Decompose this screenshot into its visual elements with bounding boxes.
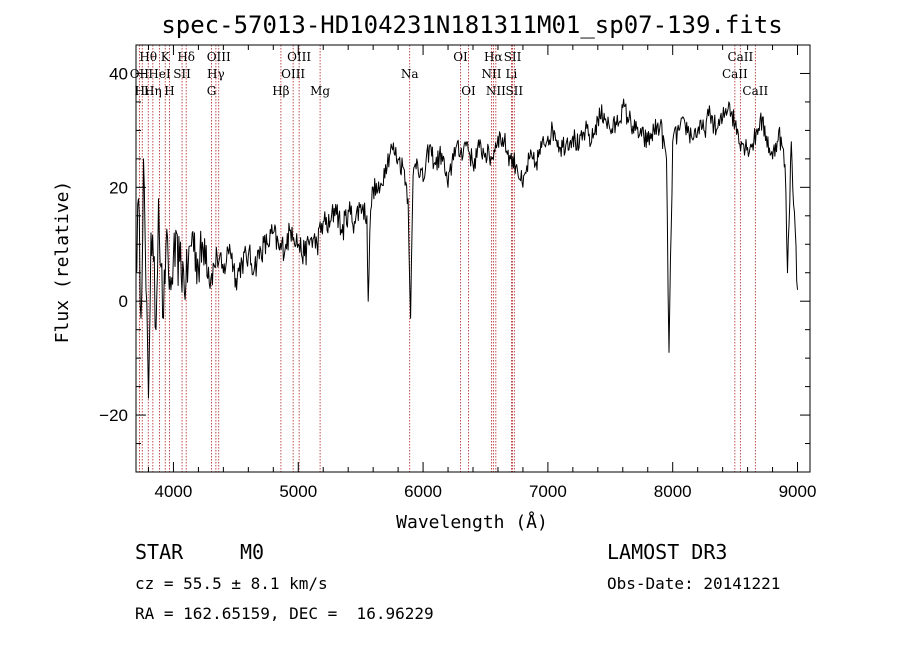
spectral-line-label: CaII	[742, 84, 768, 98]
x-tick-label: 8000	[654, 482, 692, 501]
y-tick-label: 0	[119, 292, 128, 311]
x-tick-label: 7000	[529, 482, 567, 501]
spectral-line-label: OI	[461, 84, 476, 98]
spectral-line-label: Hι	[135, 84, 150, 98]
object-class: STAR	[135, 540, 184, 564]
spectral-line-label: Hγ	[207, 67, 225, 81]
coordinates-text: RA = 162.65159, DEC = 16.96229	[135, 604, 434, 623]
x-tick-label: 9000	[779, 482, 817, 501]
spectrum-series-line	[135, 98, 798, 399]
spectral-line-label: H	[164, 84, 174, 98]
series-layer	[135, 98, 798, 399]
object-subclass: M0	[240, 540, 265, 564]
spectral-line-label: OI	[453, 50, 468, 64]
spectral-line-label: Hθ	[139, 50, 157, 64]
spectral-line-label: OII	[130, 67, 150, 81]
spectral-line-label: Hη	[144, 84, 162, 98]
obs-date-text: Obs-Date: 20141221	[607, 574, 781, 593]
survey-name: LAMOST DR3	[607, 540, 728, 564]
spectral-line-label: Mg	[310, 84, 330, 98]
x-axis-label: Wavelength (Å)	[396, 511, 548, 533]
spectral-line-label: Hα	[484, 50, 503, 64]
spectral-line-label: SII	[504, 50, 522, 64]
spectral-line-label: CaII	[722, 67, 748, 81]
y-tick-label: 20	[109, 178, 128, 197]
spectral-line-label: OIII	[287, 50, 311, 64]
spectral-line-label: NII	[481, 67, 501, 81]
spectral-line-label: HeI	[148, 67, 171, 81]
spectral-line-label: CaII	[727, 50, 753, 64]
spectral-line-label: G	[207, 84, 217, 98]
x-tick-label: 6000	[404, 482, 442, 501]
spectral-line-label: Na	[401, 67, 419, 81]
spectral-line-label: Hβ	[272, 84, 289, 98]
y-tick-label: −20	[99, 406, 128, 425]
x-tick-label: 4000	[155, 482, 193, 501]
y-axis-label: Flux (relative)	[52, 181, 73, 344]
spectral-line-label: SII	[505, 84, 523, 98]
ticks-layer: 4000 5000 6000 7000 8000 9000 −20 0 20 40	[99, 44, 817, 501]
x-tick-label: 5000	[279, 482, 317, 501]
spectral-line-label: K	[161, 50, 171, 64]
y-tick-label: 40	[109, 64, 128, 83]
spectral-line-label: OIII	[207, 50, 231, 64]
spectral-line-label: Hδ	[177, 50, 195, 64]
redshift-text: cz = 55.5 ± 8.1 km/s	[135, 574, 328, 593]
spectral-line-label: OIII	[281, 67, 305, 81]
spectral-line-label: SII	[173, 67, 191, 81]
chart-title: spec-57013-HD104231N181311M01_sp07-139.f…	[161, 11, 782, 39]
spectral-line-label: Li	[506, 67, 518, 81]
spectral-line-label: NII	[486, 84, 506, 98]
